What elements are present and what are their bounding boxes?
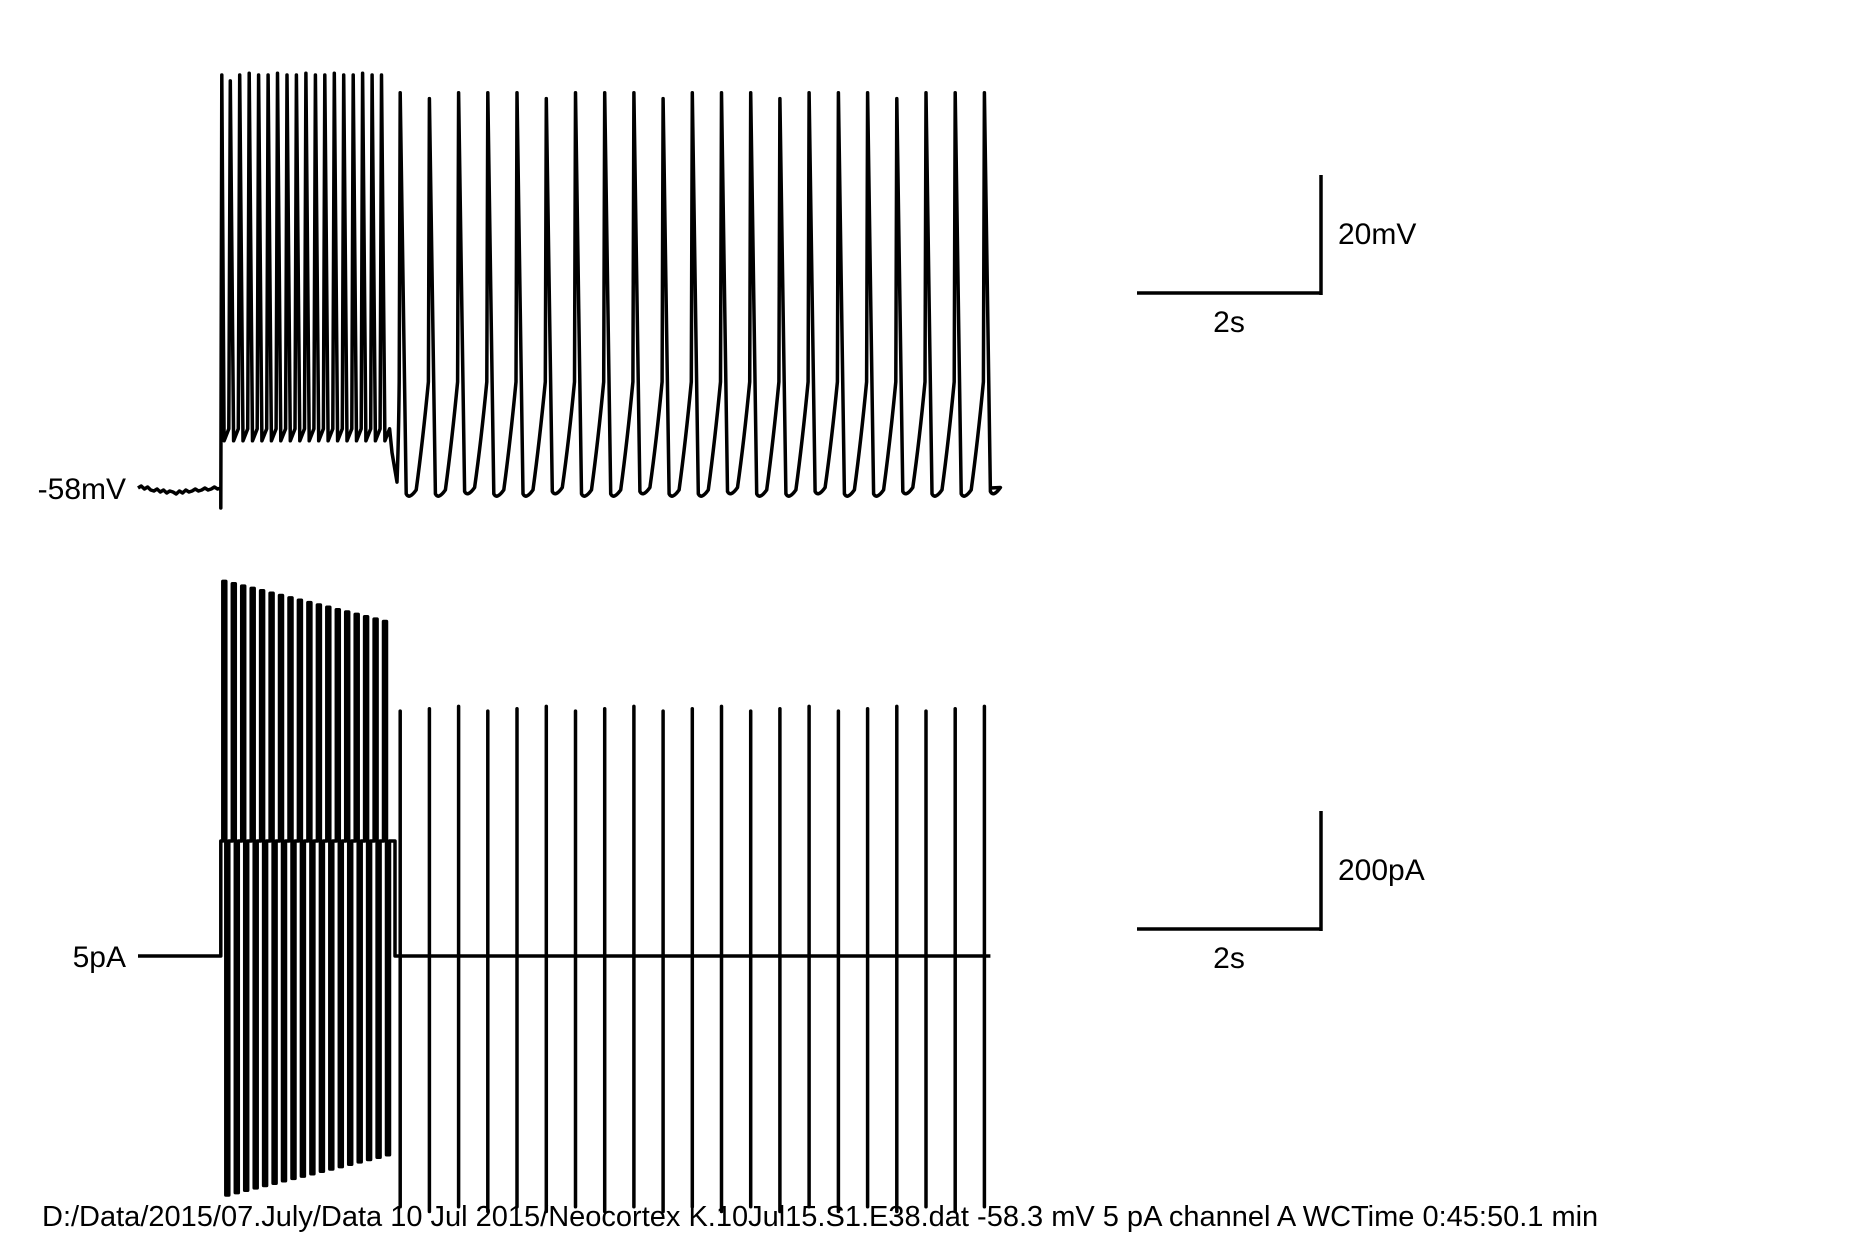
file-info-footer: D:/Data/2015/07.July/Data 10 Jul 2015/Ne… bbox=[42, 1201, 1598, 1233]
voltage-scale-y-label: 20mV bbox=[1338, 218, 1416, 251]
current-scale-bar: 200pA 2s bbox=[1137, 811, 1425, 975]
current-trace bbox=[138, 579, 991, 1214]
current-baseline-label: 5pA bbox=[73, 941, 126, 974]
voltage-baseline-label: -58mV bbox=[38, 473, 126, 506]
voltage-panel: -58mV 20mV 2s bbox=[38, 71, 1416, 510]
current-panel: 5pA 200pA 2s bbox=[73, 579, 1425, 1214]
voltage-scale-bar: 20mV 2s bbox=[1137, 175, 1416, 339]
voltage-trace bbox=[137, 71, 1003, 510]
current-scale-x-label: 2s bbox=[1213, 942, 1245, 975]
voltage-scale-x-label: 2s bbox=[1213, 306, 1245, 339]
current-scale-y-label: 200pA bbox=[1338, 854, 1425, 887]
